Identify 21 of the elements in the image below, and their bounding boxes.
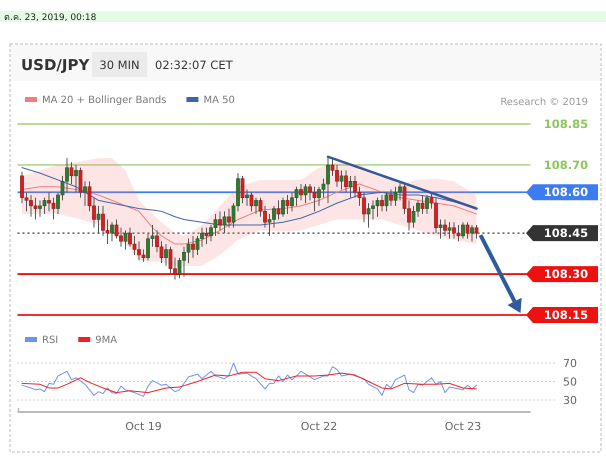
y-tick-label: 108.70 — [544, 158, 588, 172]
x-tick-label: Oct 22 — [300, 420, 338, 433]
y-tick-label: 70 — [563, 357, 577, 370]
legend-label: RSI — [42, 335, 58, 346]
y-tick-label: 108.15 — [544, 308, 588, 322]
text: Research © 2019 — [500, 97, 588, 108]
text: 02:32:07 CET — [155, 58, 234, 72]
y-tick-label: 108.45 — [544, 226, 588, 240]
x-tick-label: Oct 23 — [444, 420, 482, 433]
text: ต.ค. 23, 2019, 00:18 — [4, 13, 97, 23]
y-tick-label: 50 — [563, 376, 577, 388]
y-tick-label: 108.60 — [544, 185, 588, 200]
chart-subtitle: 30 MIN — [99, 58, 140, 72]
legend-label: MA 20 + Bollinger Bands — [42, 95, 166, 106]
legend-label: 9MA — [95, 335, 118, 346]
y-tick-label: 30 — [563, 394, 577, 407]
chart-title: USD/JPY — [21, 56, 90, 74]
legend-label: MA 50 — [203, 95, 235, 106]
y-tick-label: 108.85 — [544, 117, 588, 131]
y-tick-label: 108.30 — [544, 267, 588, 282]
x-tick-label: Oct 19 — [125, 420, 162, 433]
